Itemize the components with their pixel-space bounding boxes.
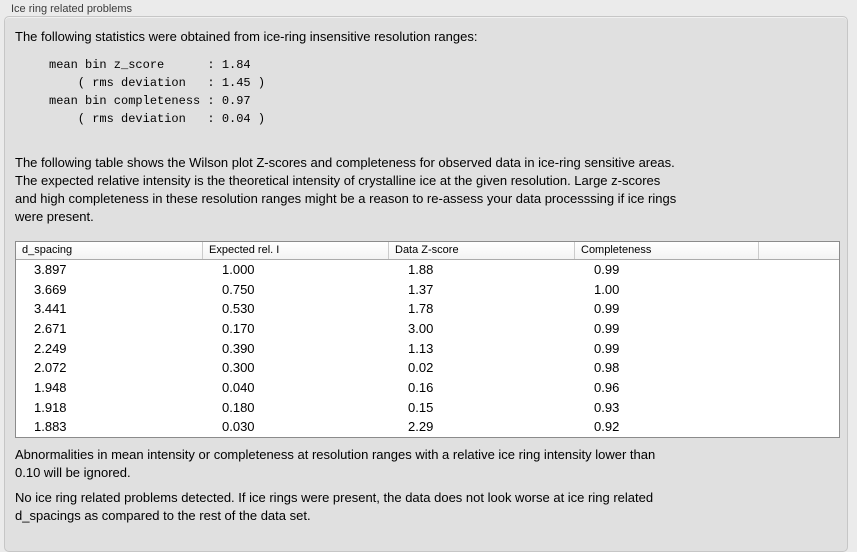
ice-ring-table[interactable]: d_spacing Expected rel. I Data Z-score C… xyxy=(15,241,840,438)
table-cell: 0.99 xyxy=(594,262,620,277)
table-cell: 0.300 xyxy=(222,360,255,376)
table-cell: 0.93 xyxy=(594,399,620,415)
description-line: and high completeness in these resolutio… xyxy=(15,191,677,206)
table-cell: 1.000 xyxy=(222,262,255,277)
table-cell: 1.948 xyxy=(34,379,67,395)
table-cell: 3.669 xyxy=(34,281,67,297)
table-cell: 0.92 xyxy=(594,419,620,435)
table-row[interactable]: 2.671 0.170 3.00 0.99 xyxy=(16,319,839,339)
ignore-note-text: Abnormalities in mean intensity or compl… xyxy=(15,446,655,482)
stats-line: ( rms deviation : 0.04 ) xyxy=(49,112,266,126)
table-cell: 1.883 xyxy=(34,419,67,435)
group-box-title: Ice ring related problems xyxy=(11,3,133,15)
conclusion-text: No ice ring related problems detected. I… xyxy=(15,489,653,525)
table-cell: 0.99 xyxy=(594,320,620,336)
column-header-completeness[interactable]: Completeness xyxy=(575,242,759,259)
table-cell: 2.29 xyxy=(408,419,434,435)
table-cell: 0.040 xyxy=(222,379,255,395)
table-cell: 0.02 xyxy=(408,360,434,376)
table-cell: 1.88 xyxy=(408,262,434,277)
table-cell xyxy=(759,417,839,437)
table-body: 3.897 1.000 1.88 0.99 3.669 0.750 1.37 1.00 3.44… xyxy=(16,260,839,437)
description-line: were present. xyxy=(15,209,94,224)
ignore-note-line: 0.10 will be ignored. xyxy=(15,465,131,480)
table-cell xyxy=(759,280,839,300)
table-cell xyxy=(759,299,839,319)
table-cell: 0.530 xyxy=(222,301,255,317)
table-cell: 2.072 xyxy=(34,360,67,376)
intro-text: The following statistics were obtained f… xyxy=(15,29,478,44)
stats-line: mean bin completeness : 0.97 xyxy=(49,94,251,108)
table-row[interactable]: 2.072 0.300 0.02 0.98 xyxy=(16,358,839,378)
table-cell: 2.249 xyxy=(34,340,67,356)
table-row[interactable]: 3.897 1.000 1.88 0.99 xyxy=(16,260,839,280)
table-cell: 3.897 xyxy=(34,262,67,277)
table-cell xyxy=(759,358,839,378)
column-header-expected-rel-i[interactable]: Expected rel. I xyxy=(203,242,389,259)
table-cell: 3.441 xyxy=(34,301,67,317)
table-cell: 0.390 xyxy=(222,340,255,356)
ignore-note-line: Abnormalities in mean intensity or compl… xyxy=(15,447,656,462)
table-cell: 3.00 xyxy=(408,320,434,336)
table-cell xyxy=(759,339,839,359)
column-header-d-spacing[interactable]: d_spacing xyxy=(16,242,203,259)
stats-line: ( rms deviation : 1.45 ) xyxy=(49,76,266,90)
table-row[interactable]: 1.918 0.180 0.15 0.93 xyxy=(16,398,839,418)
table-row[interactable]: 3.441 0.530 1.78 0.99 xyxy=(16,299,839,319)
table-header: d_spacing Expected rel. I Data Z-score C… xyxy=(16,242,839,260)
conclusion-line: No ice ring related problems detected. I… xyxy=(15,490,654,505)
description-line: The expected relative intensity is the t… xyxy=(15,173,661,188)
description-line: The following table shows the Wilson plo… xyxy=(15,155,675,170)
table-cell: 0.180 xyxy=(222,399,255,415)
table-cell: 0.16 xyxy=(408,379,434,395)
stats-block: mean bin z_score : 1.84 ( rms deviation … xyxy=(49,56,265,128)
table-cell: 0.15 xyxy=(408,399,434,415)
table-cell: 0.99 xyxy=(594,301,620,317)
column-header-data-z-score[interactable]: Data Z-score xyxy=(389,242,575,259)
table-cell: 2.671 xyxy=(34,320,67,336)
table-cell xyxy=(759,398,839,418)
table-cell: 0.170 xyxy=(222,320,255,336)
table-cell: 1.37 xyxy=(408,281,434,297)
conclusion-line: d_spacings as compared to the rest of th… xyxy=(15,508,311,523)
table-row[interactable]: 1.883 0.030 2.29 0.92 xyxy=(16,417,839,437)
table-cell: 0.750 xyxy=(222,281,255,297)
table-cell: 0.98 xyxy=(594,360,620,376)
table-cell xyxy=(759,378,839,398)
table-cell xyxy=(759,260,839,280)
stats-line: mean bin z_score : 1.84 xyxy=(49,58,251,72)
table-cell: 1.00 xyxy=(594,281,620,297)
column-header-empty xyxy=(759,242,839,259)
table-cell: 0.99 xyxy=(594,340,620,356)
table-cell: 0.030 xyxy=(222,419,255,435)
table-cell: 1.13 xyxy=(408,340,434,356)
table-cell: 1.918 xyxy=(34,399,67,415)
table-cell: 0.96 xyxy=(594,379,620,395)
table-row[interactable]: 2.249 0.390 1.13 0.99 xyxy=(16,339,839,359)
description-text: The following table shows the Wilson plo… xyxy=(15,154,676,226)
table-row[interactable]: 3.669 0.750 1.37 1.00 xyxy=(16,280,839,300)
table-cell xyxy=(759,319,839,339)
table-cell: 1.78 xyxy=(408,301,434,317)
ice-ring-panel: The following statistics were obtained f… xyxy=(4,16,848,552)
table-row[interactable]: 1.948 0.040 0.16 0.96 xyxy=(16,378,839,398)
